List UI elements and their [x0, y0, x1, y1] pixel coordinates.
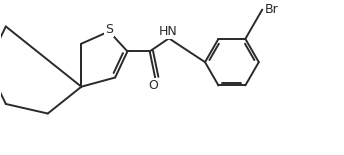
Text: O: O — [149, 79, 159, 92]
Text: HN: HN — [159, 25, 178, 38]
Text: Br: Br — [265, 3, 278, 16]
Text: S: S — [105, 23, 113, 36]
